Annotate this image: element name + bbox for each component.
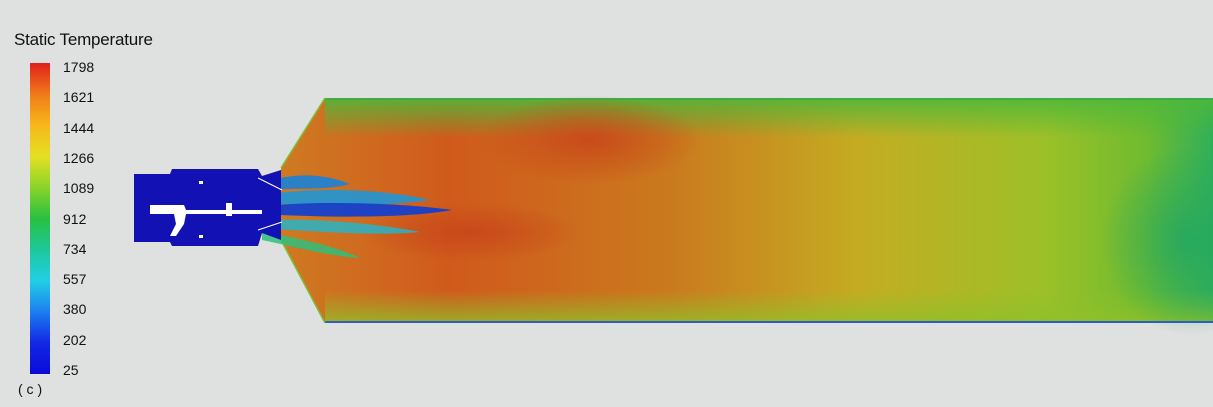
colorbar-tick-label: 1266 bbox=[63, 149, 95, 166]
jet-streak-center bbox=[262, 203, 452, 217]
colorbar-tick-label: 1444 bbox=[63, 119, 95, 136]
port-mark-bottom bbox=[199, 235, 203, 238]
bottom-wall-layer bbox=[325, 290, 1213, 323]
jet-streaks bbox=[262, 175, 452, 258]
swirler-upper bbox=[257, 177, 283, 191]
colorbar-tick-label: 380 bbox=[63, 301, 87, 318]
cool-zone-right bbox=[1100, 145, 1213, 335]
fuel-injector bbox=[150, 205, 262, 236]
panel-label: ( c ) bbox=[18, 381, 43, 397]
colorbar-tick-label: 1089 bbox=[63, 180, 95, 197]
colorbar-tick-label: 734 bbox=[63, 240, 87, 257]
colorbar-tick-label: 25 bbox=[63, 362, 79, 378]
diffuser-lower-wall bbox=[280, 239, 326, 324]
colorbar-tick-label: 202 bbox=[63, 331, 87, 348]
diffuser-upper-wall bbox=[280, 97, 326, 169]
swirler-lower bbox=[257, 221, 283, 231]
colorbar-tick-label: 557 bbox=[63, 271, 87, 288]
jet-streak-lower-2 bbox=[262, 232, 360, 258]
legend-title: Static Temperature bbox=[14, 30, 153, 49]
port-mark-top bbox=[199, 181, 203, 184]
hot-zone-lower bbox=[360, 202, 580, 262]
colorbar-tick-label: 1798 bbox=[63, 59, 95, 75]
jet-streak-upper-2 bbox=[262, 189, 430, 205]
jet-streak-lower-1 bbox=[262, 219, 420, 234]
colorbar bbox=[30, 63, 50, 374]
hot-zone-upper bbox=[480, 95, 700, 185]
top-wall-layer bbox=[325, 98, 1213, 138]
colorbar-tick-label: 912 bbox=[63, 210, 87, 227]
combustion-chamber-domain bbox=[280, 95, 1213, 335]
colorbar-tick-label: 1621 bbox=[63, 89, 95, 106]
injector-block bbox=[226, 203, 232, 216]
burner-body bbox=[134, 169, 281, 246]
burner-inlet bbox=[134, 169, 283, 246]
jet-streak-upper-1 bbox=[262, 175, 350, 190]
